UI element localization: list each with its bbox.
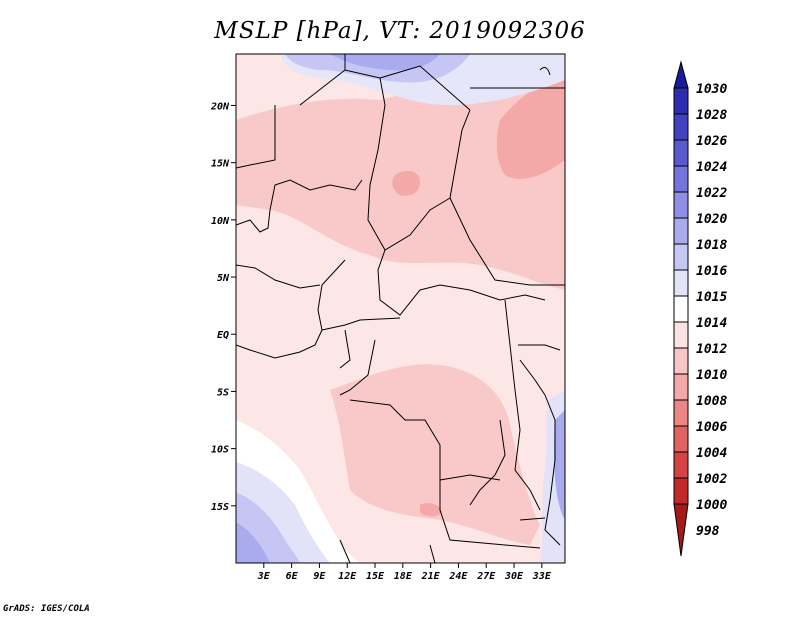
colorbar-label: 1018 <box>696 238 727 253</box>
colorbar-box <box>673 295 689 323</box>
colorbar-box <box>673 321 689 349</box>
colorbar-box <box>673 477 689 505</box>
longitude-ticks: 3E 6E 9E 12E 15E 18E 21E 24E 27E 30E 33E <box>257 563 552 582</box>
lon-tick-label: 9E <box>313 571 326 582</box>
lon-tick-label: 3E <box>257 571 271 582</box>
colorbar-box <box>673 451 689 479</box>
colorbar-label: 998 <box>696 524 720 539</box>
lon-tick-label: 18E <box>394 571 413 582</box>
colorbar-label: 1028 <box>696 108 727 123</box>
lat-tick-label: 20N <box>210 101 230 112</box>
lon-tick-label: 12E <box>338 571 357 582</box>
colorbar-boxes <box>673 60 689 557</box>
lon-tick-label: 21E <box>421 571 441 582</box>
grads-credit: GrADS: IGES/COLA <box>3 604 90 614</box>
lat-tick-label: 15N <box>211 159 230 170</box>
colorbar-box <box>673 87 689 115</box>
colorbar-box <box>673 60 689 89</box>
colorbar-box <box>673 217 689 245</box>
colorbar-label: 1026 <box>696 134 727 149</box>
lat-tick-label: 10S <box>211 445 229 456</box>
colorbar-label: 1024 <box>696 160 727 175</box>
colorbar-label: 1002 <box>696 472 727 487</box>
lon-tick-label: 27E <box>476 571 496 582</box>
lon-tick-label: 24E <box>448 571 468 582</box>
colorbar-box <box>673 139 689 167</box>
colorbar-box <box>673 399 689 427</box>
colorbar-label: 1014 <box>696 316 727 331</box>
colorbar-labels: 1030 1028 1026 1024 1022 1020 1018 1016 1015 1014… <box>696 82 727 539</box>
map-title: MSLP [hPa], VT: 2019092306 <box>214 18 586 44</box>
lon-tick-label: 33E <box>532 571 552 582</box>
colorbar-box <box>673 373 689 401</box>
colorbar-label: 1015 <box>696 290 727 305</box>
lat-tick-label: 10N <box>211 216 230 227</box>
pressure-field <box>236 54 565 563</box>
colorbar-box <box>673 113 689 141</box>
colorbar-box <box>673 243 689 271</box>
colorbar-box <box>673 503 689 557</box>
lon-tick-label: 30E <box>504 571 524 582</box>
lat-tick-label: 15S <box>211 502 229 513</box>
colorbar-box <box>673 165 689 193</box>
latitude-ticks: 20N 15N 10N 5N EQ 5S 10S 15S <box>210 101 236 513</box>
colorbar-label: 1022 <box>696 186 727 201</box>
colorbar-label: 1012 <box>696 342 727 357</box>
lon-tick-label: 15E <box>366 571 385 582</box>
map-frame <box>235 53 566 564</box>
lat-tick-label: 5S <box>217 387 229 398</box>
colorbar-label: 1006 <box>696 420 727 435</box>
colorbar-box <box>673 269 689 297</box>
country-borders <box>236 54 565 563</box>
colorbar-label: 1008 <box>696 394 727 409</box>
colorbar-box <box>673 425 689 453</box>
colorbar-box <box>673 191 689 219</box>
colorbar-label: 1010 <box>696 368 727 383</box>
lat-tick-label: 5N <box>217 273 230 284</box>
colorbar-label: 1004 <box>696 446 727 461</box>
lat-tick-label: EQ <box>217 330 229 341</box>
colorbar-label: 1000 <box>696 498 727 513</box>
colorbar-label: 1016 <box>696 264 727 279</box>
colorbar-label: 1030 <box>696 82 727 97</box>
colorbar-label: 1020 <box>696 212 727 227</box>
colorbar-box <box>673 347 689 375</box>
lon-tick-label: 6E <box>286 571 299 582</box>
